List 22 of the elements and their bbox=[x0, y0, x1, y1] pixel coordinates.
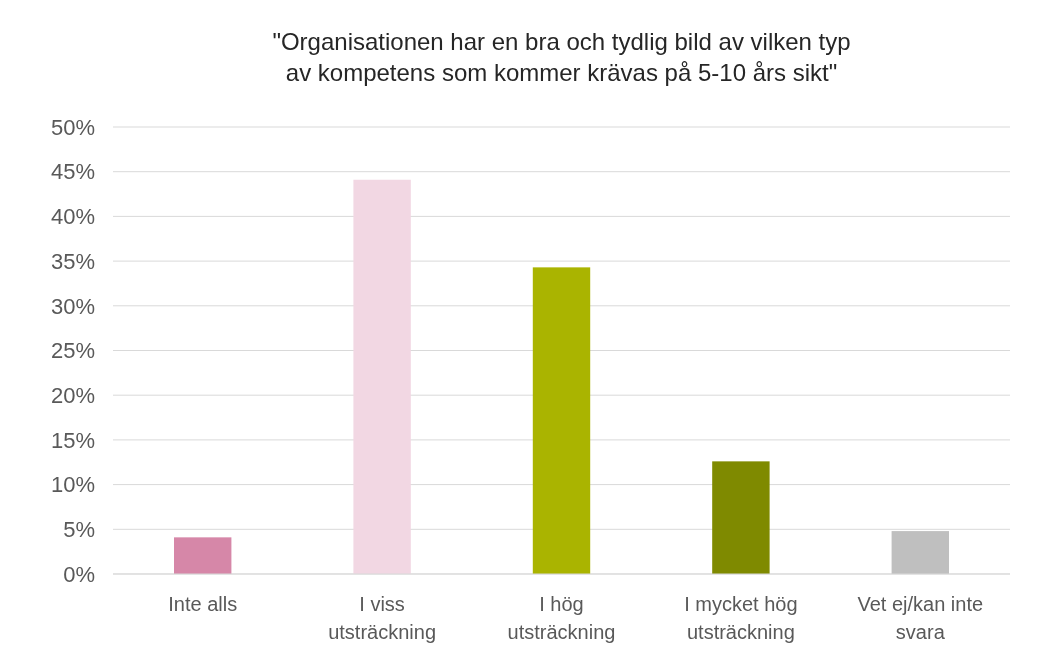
bar bbox=[712, 461, 770, 574]
y-tick-label: 50% bbox=[50, 114, 95, 140]
y-tick-label: 25% bbox=[50, 338, 95, 364]
x-tick-label: I hög utsträckning bbox=[507, 593, 616, 643]
y-tick-label: 35% bbox=[50, 248, 95, 274]
x-tick-label: Vet ej/kan inte svara bbox=[857, 593, 984, 643]
y-tick-label: 20% bbox=[50, 382, 95, 408]
x-tick-label: I viss utsträckning bbox=[328, 593, 437, 643]
y-tick-label: 10% bbox=[50, 472, 95, 498]
y-tick-label: 15% bbox=[50, 427, 95, 453]
bar bbox=[891, 531, 949, 574]
bar bbox=[353, 179, 411, 574]
x-tick-label: Inte alls bbox=[168, 593, 238, 615]
y-tick-label: 45% bbox=[50, 159, 95, 185]
bar bbox=[174, 537, 232, 574]
bar bbox=[532, 267, 591, 574]
x-tick-label: I mycket hög utsträckning bbox=[684, 593, 798, 643]
y-tick-label: 0% bbox=[63, 561, 95, 587]
chart-title: "Organisationen har en bra och tydlig bild av vilken typ av kompetens som kommer krävas på 5-10 års sikt" bbox=[272, 28, 851, 86]
y-tick-label: 30% bbox=[50, 293, 95, 319]
y-tick-label: 5% bbox=[63, 517, 95, 542]
y-tick-label: 40% bbox=[50, 204, 95, 230]
